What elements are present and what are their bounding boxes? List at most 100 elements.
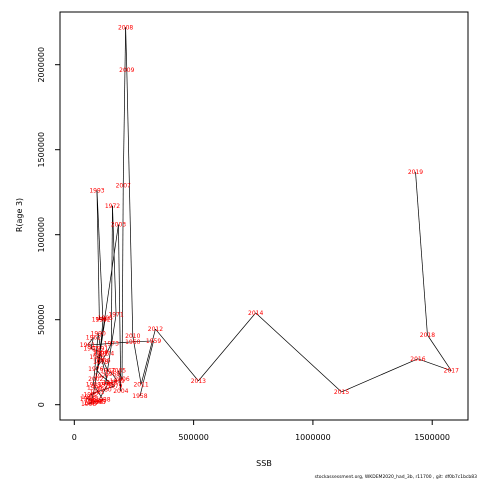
point-label-2001: 2001 <box>93 351 108 358</box>
point-label-1967: 1967 <box>100 368 115 375</box>
series-segment <box>255 312 342 393</box>
point-label-1961: 1961 <box>80 342 95 349</box>
point-label-1987: 1987 <box>92 399 107 406</box>
x-axis-title: SSB <box>256 459 272 468</box>
series-segment <box>107 370 113 375</box>
series-segment <box>96 190 104 320</box>
series-segment <box>109 382 116 387</box>
y-axis-title: R(age 3) <box>15 198 24 232</box>
point-label-1966: 1966 <box>95 358 110 365</box>
point-label-1959: 1959 <box>146 338 161 345</box>
point-label-1977: 1977 <box>94 373 109 380</box>
series-segment <box>90 337 94 349</box>
point-label-1994: 1994 <box>92 317 107 324</box>
point-label-1974: 1974 <box>99 351 114 358</box>
x-tick-label: 1000000 <box>295 433 331 442</box>
series-segment <box>118 370 123 380</box>
point-label-1991: 1991 <box>93 346 108 353</box>
series-segment <box>92 400 95 402</box>
x-tick-label: 1500000 <box>414 433 450 442</box>
series-segment <box>415 171 428 336</box>
series-segment <box>140 328 156 385</box>
point-label-1982: 1982 <box>83 392 98 399</box>
series-segment <box>126 69 134 336</box>
series-segment <box>95 224 119 380</box>
point-label-1996: 1996 <box>87 385 102 392</box>
y-tick-label: 2000000 <box>37 47 46 83</box>
series-segment <box>112 373 118 382</box>
series-segment <box>155 328 199 382</box>
series-segment <box>87 337 94 346</box>
series-segment <box>88 400 99 405</box>
y-tick-label: 500000 <box>37 304 46 335</box>
series-segment <box>198 312 256 382</box>
point-label-2007: 2007 <box>116 182 131 189</box>
point-label-2005: 2005 <box>111 368 126 375</box>
series-segment <box>125 27 128 70</box>
point-label-2016: 2016 <box>410 356 425 363</box>
series-segment <box>122 27 126 186</box>
point-label-2002: 2002 <box>88 376 103 383</box>
point-label-2018: 2018 <box>420 332 435 339</box>
series-segment <box>87 341 133 346</box>
series-segment <box>99 399 104 403</box>
y-tick-label: 0 <box>37 402 46 407</box>
series-segment <box>417 358 452 372</box>
point-label-1999: 1999 <box>91 398 106 405</box>
point-label-1976: 1976 <box>88 366 103 373</box>
point-label-1962: 1962 <box>86 335 101 342</box>
series-segment <box>90 391 98 395</box>
x-tick-label: 0 <box>72 433 77 442</box>
point-label-1958: 1958 <box>132 393 147 400</box>
x-tick-label: 500000 <box>178 433 209 442</box>
point-label-1981: 1981 <box>89 389 104 396</box>
point-label-2011: 2011 <box>133 381 148 388</box>
y-tick-label: 1500000 <box>37 132 46 168</box>
series-segment <box>118 370 122 392</box>
series-segment <box>112 205 117 315</box>
point-label-2000: 2000 <box>100 381 115 388</box>
series-segment <box>102 360 109 371</box>
point-label-2004: 2004 <box>113 388 128 395</box>
point-label-1988: 1988 <box>95 397 110 404</box>
point-label-1972: 1972 <box>105 203 120 210</box>
point-label-1998: 1998 <box>81 401 96 408</box>
axes-layer: 0 500000 1000000 1500000 0 500000 1000000 15000… <box>37 11 469 442</box>
point-label-1984: 1984 <box>80 396 95 403</box>
point-label-1975: 1975 <box>93 359 108 366</box>
series-segment <box>101 375 111 383</box>
point-label-2010: 2010 <box>125 333 140 340</box>
point-label-2017: 2017 <box>444 368 459 375</box>
point-label-1968: 1968 <box>105 371 120 378</box>
point-label-1995: 1995 <box>98 315 113 322</box>
point-label-1964: 1964 <box>93 349 108 356</box>
point-label-1992: 1992 <box>95 317 110 324</box>
y-tick-label: 1000000 <box>37 217 46 253</box>
point-label-2019: 2019 <box>408 169 423 176</box>
point-label-2003: 2003 <box>111 222 126 229</box>
series-segment <box>427 334 452 371</box>
point-label-2013: 2013 <box>191 378 206 385</box>
point-label-1986: 1986 <box>87 398 102 405</box>
point-label-2006: 2006 <box>114 376 129 383</box>
series-segment <box>121 185 124 380</box>
series-segment <box>93 333 99 385</box>
point-label-2014: 2014 <box>248 310 263 317</box>
point-label-2015: 2015 <box>334 389 349 396</box>
point-label-1990: 1990 <box>91 330 106 337</box>
series-segment <box>132 335 142 385</box>
point-label-2008: 2008 <box>118 24 133 31</box>
point-label-1993: 1993 <box>89 188 104 195</box>
point-label-2009: 2009 <box>119 67 134 74</box>
point-label-1969: 1969 <box>110 378 125 385</box>
series-segment <box>110 205 113 344</box>
point-label-1971: 1971 <box>108 312 123 319</box>
point-label-1997: 1997 <box>83 400 98 407</box>
point-label-1979: 1979 <box>107 383 122 390</box>
point-label-2012: 2012 <box>148 326 163 333</box>
series-segment <box>88 394 92 398</box>
point-label-1989: 1989 <box>86 381 101 388</box>
series-segment <box>90 387 95 404</box>
